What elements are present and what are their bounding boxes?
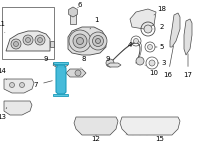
- Polygon shape: [53, 62, 68, 64]
- Text: 2: 2: [154, 24, 164, 30]
- Circle shape: [149, 60, 155, 66]
- Circle shape: [136, 57, 144, 65]
- Text: 3: 3: [158, 60, 166, 66]
- Text: 7: 7: [34, 81, 52, 88]
- Polygon shape: [107, 63, 121, 67]
- Text: 4: 4: [128, 42, 133, 48]
- Circle shape: [20, 82, 24, 87]
- Polygon shape: [68, 27, 106, 55]
- Circle shape: [35, 35, 45, 45]
- Circle shape: [144, 25, 152, 33]
- Circle shape: [148, 45, 153, 50]
- Text: 16: 16: [164, 46, 173, 78]
- Circle shape: [26, 37, 30, 42]
- Polygon shape: [55, 65, 66, 94]
- Circle shape: [38, 37, 42, 42]
- Polygon shape: [4, 79, 34, 93]
- Polygon shape: [74, 117, 118, 135]
- Text: 9: 9: [106, 56, 110, 62]
- Text: 15: 15: [156, 136, 164, 142]
- Circle shape: [134, 39, 138, 44]
- Circle shape: [89, 32, 107, 50]
- Text: 17: 17: [184, 54, 192, 78]
- Circle shape: [23, 35, 33, 45]
- Text: 10: 10: [145, 65, 158, 76]
- Circle shape: [96, 39, 101, 44]
- Polygon shape: [53, 94, 68, 96]
- Polygon shape: [50, 41, 54, 47]
- Text: 6: 6: [78, 2, 82, 8]
- Text: 18: 18: [154, 6, 166, 15]
- Polygon shape: [4, 101, 32, 115]
- Circle shape: [76, 37, 84, 45]
- Text: 11: 11: [0, 21, 6, 32]
- Polygon shape: [184, 19, 192, 55]
- Text: 9: 9: [44, 56, 54, 64]
- Text: 8: 8: [81, 56, 86, 67]
- Text: 1: 1: [90, 17, 98, 29]
- Circle shape: [106, 59, 114, 67]
- Circle shape: [69, 30, 91, 52]
- Text: 5: 5: [155, 44, 164, 50]
- Text: 13: 13: [0, 107, 7, 120]
- Polygon shape: [53, 63, 68, 67]
- Polygon shape: [120, 117, 180, 135]
- Circle shape: [11, 39, 21, 49]
- Polygon shape: [170, 13, 180, 47]
- Text: 14: 14: [0, 68, 7, 80]
- Polygon shape: [69, 7, 77, 17]
- Polygon shape: [66, 69, 86, 77]
- Circle shape: [14, 41, 18, 46]
- Circle shape: [75, 70, 81, 76]
- Circle shape: [92, 35, 104, 46]
- Text: 12: 12: [92, 135, 100, 142]
- Bar: [70, 12, 76, 24]
- Circle shape: [73, 34, 87, 48]
- Circle shape: [10, 82, 14, 87]
- Polygon shape: [130, 9, 156, 29]
- Polygon shape: [6, 31, 50, 51]
- Bar: [2, 7, 54, 59]
